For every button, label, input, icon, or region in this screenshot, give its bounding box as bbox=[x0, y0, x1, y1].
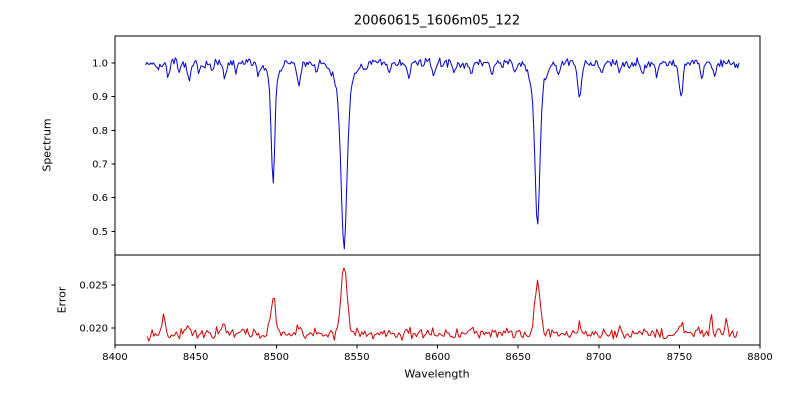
y-tick-label: 0.025 bbox=[79, 281, 108, 292]
y-tick-label: 0.6 bbox=[92, 193, 108, 204]
x-tick-label: 8650 bbox=[505, 352, 530, 363]
y-tick-label: 0.9 bbox=[92, 92, 108, 103]
spectrum-line bbox=[145, 57, 740, 250]
error-frame bbox=[114, 254, 761, 346]
y-tick-label: 0.8 bbox=[92, 126, 108, 137]
x-tick-label: 8600 bbox=[425, 352, 450, 363]
x-tick-label: 8750 bbox=[667, 352, 692, 363]
spectrum-frame bbox=[114, 35, 761, 256]
error-line bbox=[146, 267, 738, 342]
y-tick-label: 0.5 bbox=[92, 227, 108, 238]
y-tick-label: 1.0 bbox=[92, 58, 108, 69]
y-tick-label: 0.020 bbox=[79, 323, 108, 334]
x-tick-label: 8550 bbox=[344, 352, 369, 363]
x-tick-label: 8450 bbox=[183, 352, 208, 363]
x-axis-label: Wavelength bbox=[404, 367, 470, 381]
x-tick-label: 8700 bbox=[586, 352, 611, 363]
chart-title: 20060615_1606m05_122 bbox=[353, 13, 521, 29]
y-tick-label: 0.7 bbox=[92, 160, 108, 171]
x-tick-label: 8500 bbox=[264, 352, 289, 363]
x-tick-label: 8400 bbox=[102, 352, 127, 363]
x-tick-label: 8800 bbox=[747, 352, 772, 363]
